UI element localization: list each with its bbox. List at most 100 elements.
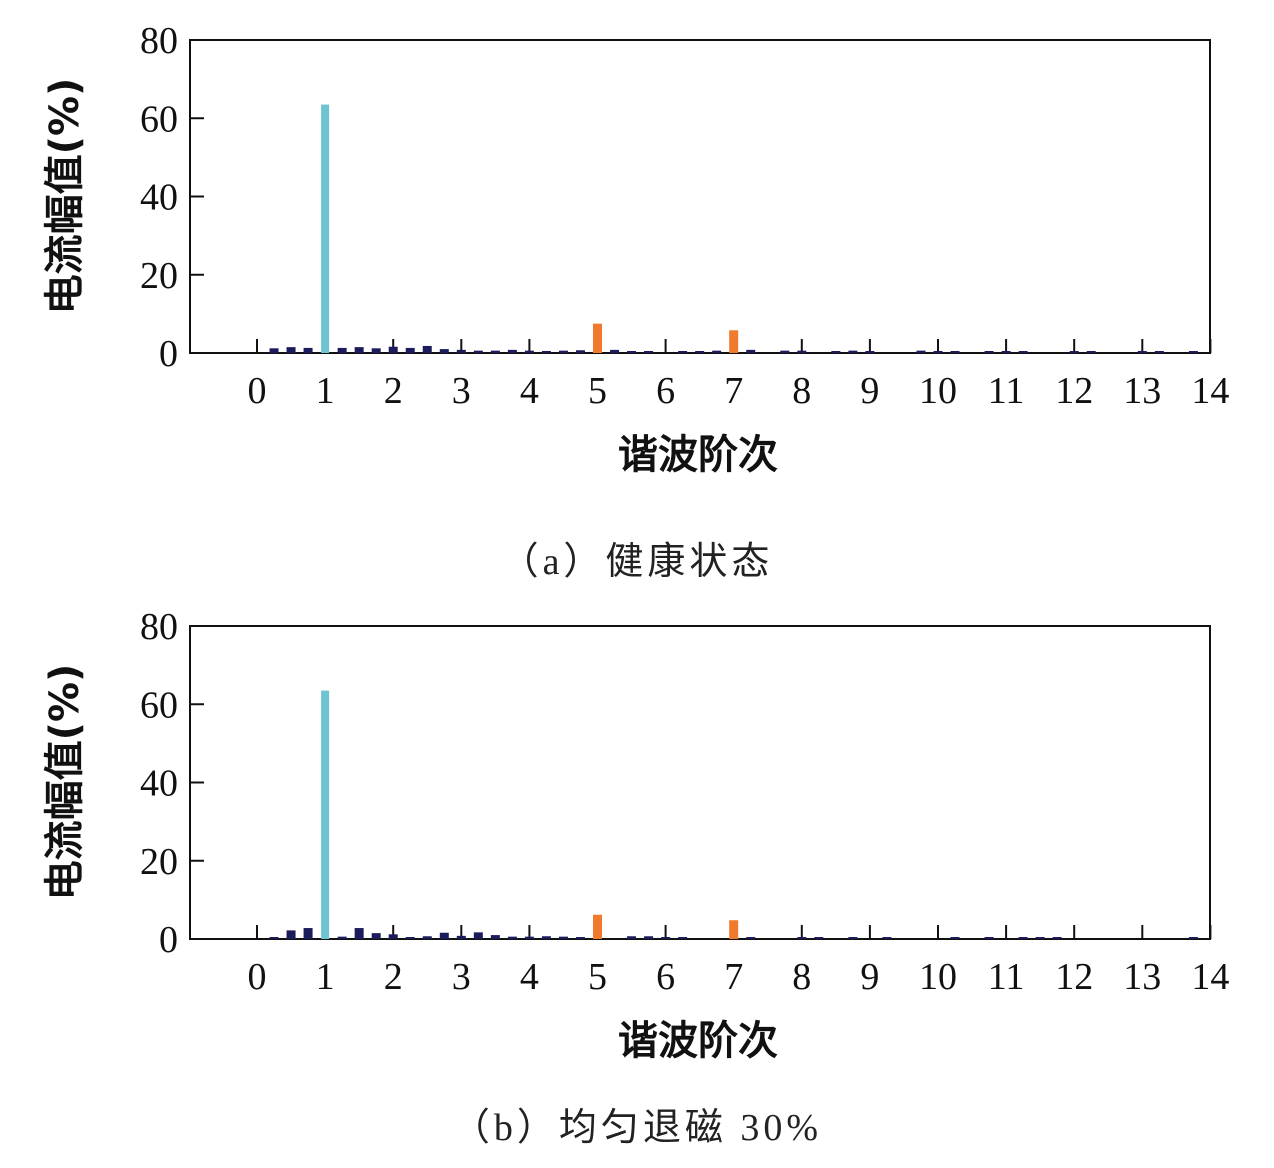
x-tick-label: 2 <box>384 370 403 412</box>
bar-other <box>473 350 483 353</box>
bar-other <box>575 937 585 939</box>
bar-other <box>627 351 637 353</box>
y-tick-label: 20 <box>140 255 178 297</box>
x-tick-label: 4 <box>520 956 539 998</box>
chart-panel-b: 0 20 40 60 80 0 1 2 3 4 5 6 7 8 9 10 11 12 13 14 谐波阶次 电流幅值(%)… <box>0 586 1274 1168</box>
bar-other <box>507 936 517 939</box>
chart-caption-b: （b）均匀退磁 30% <box>451 1107 823 1149</box>
bar-other <box>627 936 637 939</box>
y-tick-label: 80 <box>140 606 178 648</box>
bar-other <box>644 351 654 353</box>
bar-other <box>831 351 841 353</box>
bar-other <box>422 345 432 353</box>
bar-other <box>610 349 620 353</box>
bar-other <box>558 350 568 353</box>
x-tick-label: 11 <box>988 370 1025 412</box>
x-tick-label: 1 <box>316 370 335 412</box>
y-axis-title: 电流幅值(%) <box>42 664 88 901</box>
x-tick-label: 0 <box>248 956 267 998</box>
bar-other <box>286 347 296 353</box>
x-tick-label: 9 <box>860 370 879 412</box>
bar-other <box>984 351 994 353</box>
x-tick-label: 12 <box>1055 370 1093 412</box>
bar-other <box>882 937 892 939</box>
x-tick-label: 8 <box>792 370 811 412</box>
bar-other <box>558 936 568 939</box>
bar-other <box>524 350 534 353</box>
bar-other <box>575 350 585 353</box>
y-tick-label: 60 <box>140 98 178 140</box>
bar-other <box>1069 351 1079 353</box>
bar-other <box>950 937 960 939</box>
x-tick-label: 10 <box>919 956 957 998</box>
x-tick-label: 10 <box>919 370 957 412</box>
bar-other <box>1154 351 1164 353</box>
bar-other <box>1018 351 1028 353</box>
bar-other <box>916 350 926 353</box>
bar-other <box>814 937 824 939</box>
x-tick-label: 3 <box>452 370 471 412</box>
bar-other <box>984 937 994 939</box>
y-tick-label: 60 <box>140 684 178 726</box>
bar-other <box>371 933 381 939</box>
x-tick-label: 6 <box>656 370 675 412</box>
x-tick-label: 6 <box>656 956 675 998</box>
x-tick-label: 5 <box>588 956 607 998</box>
bar-other <box>269 348 279 353</box>
bar-other <box>746 349 756 353</box>
bar-other <box>746 937 756 939</box>
bar-characteristic <box>729 330 739 353</box>
x-tick-label: 1 <box>316 956 335 998</box>
bar-other <box>337 936 347 939</box>
bar-other <box>661 937 671 939</box>
x-tick-label: 7 <box>724 370 743 412</box>
x-tick-label: 0 <box>248 370 267 412</box>
y-tick-label: 40 <box>140 763 178 805</box>
bar-other <box>388 934 398 939</box>
x-axis-title: 谐波阶次 <box>618 432 778 478</box>
bar-other <box>439 932 449 939</box>
bar-other <box>371 348 381 353</box>
x-tick-label: 3 <box>452 956 471 998</box>
x-tick-label: 14 <box>1191 956 1229 998</box>
x-tick-label: 9 <box>860 956 879 998</box>
x-tick-label: 4 <box>520 370 539 412</box>
plot-frame <box>189 39 1211 354</box>
bar-other <box>678 351 688 353</box>
bar-other <box>848 937 858 939</box>
x-tick-label: 13 <box>1123 956 1161 998</box>
x-axis-title: 谐波阶次 <box>618 1018 778 1064</box>
bar-other <box>541 936 551 939</box>
x-tick-label: 8 <box>792 956 811 998</box>
bar-other <box>439 349 449 353</box>
bar-other <box>354 928 364 939</box>
y-axis-title: 电流幅值(%) <box>42 78 88 315</box>
bar-other <box>490 350 500 353</box>
y-tick-label: 0 <box>159 333 178 375</box>
y-tick-label: 80 <box>140 20 178 62</box>
bar-other <box>780 350 790 353</box>
x-tick-label: 2 <box>384 956 403 998</box>
bar-other <box>797 350 807 353</box>
bar-other <box>865 351 875 353</box>
y-tick-label: 40 <box>140 177 178 219</box>
bar-other <box>1188 937 1198 939</box>
bar-characteristic <box>729 920 739 939</box>
bar-other <box>524 936 534 939</box>
bar-other <box>797 937 807 939</box>
bar-other <box>848 350 858 353</box>
bar-other <box>678 937 688 939</box>
bar-other <box>337 347 347 353</box>
bar-other <box>1137 351 1147 353</box>
bar-other <box>1035 937 1045 939</box>
y-tick-label: 20 <box>140 841 178 883</box>
bar-characteristic <box>593 914 602 939</box>
bar-other <box>303 928 313 939</box>
x-tick-label: 12 <box>1055 956 1093 998</box>
bar-other <box>1001 351 1011 353</box>
x-tick-label: 13 <box>1123 370 1161 412</box>
bar-other <box>1052 937 1062 939</box>
x-tick-label: 14 <box>1191 370 1229 412</box>
